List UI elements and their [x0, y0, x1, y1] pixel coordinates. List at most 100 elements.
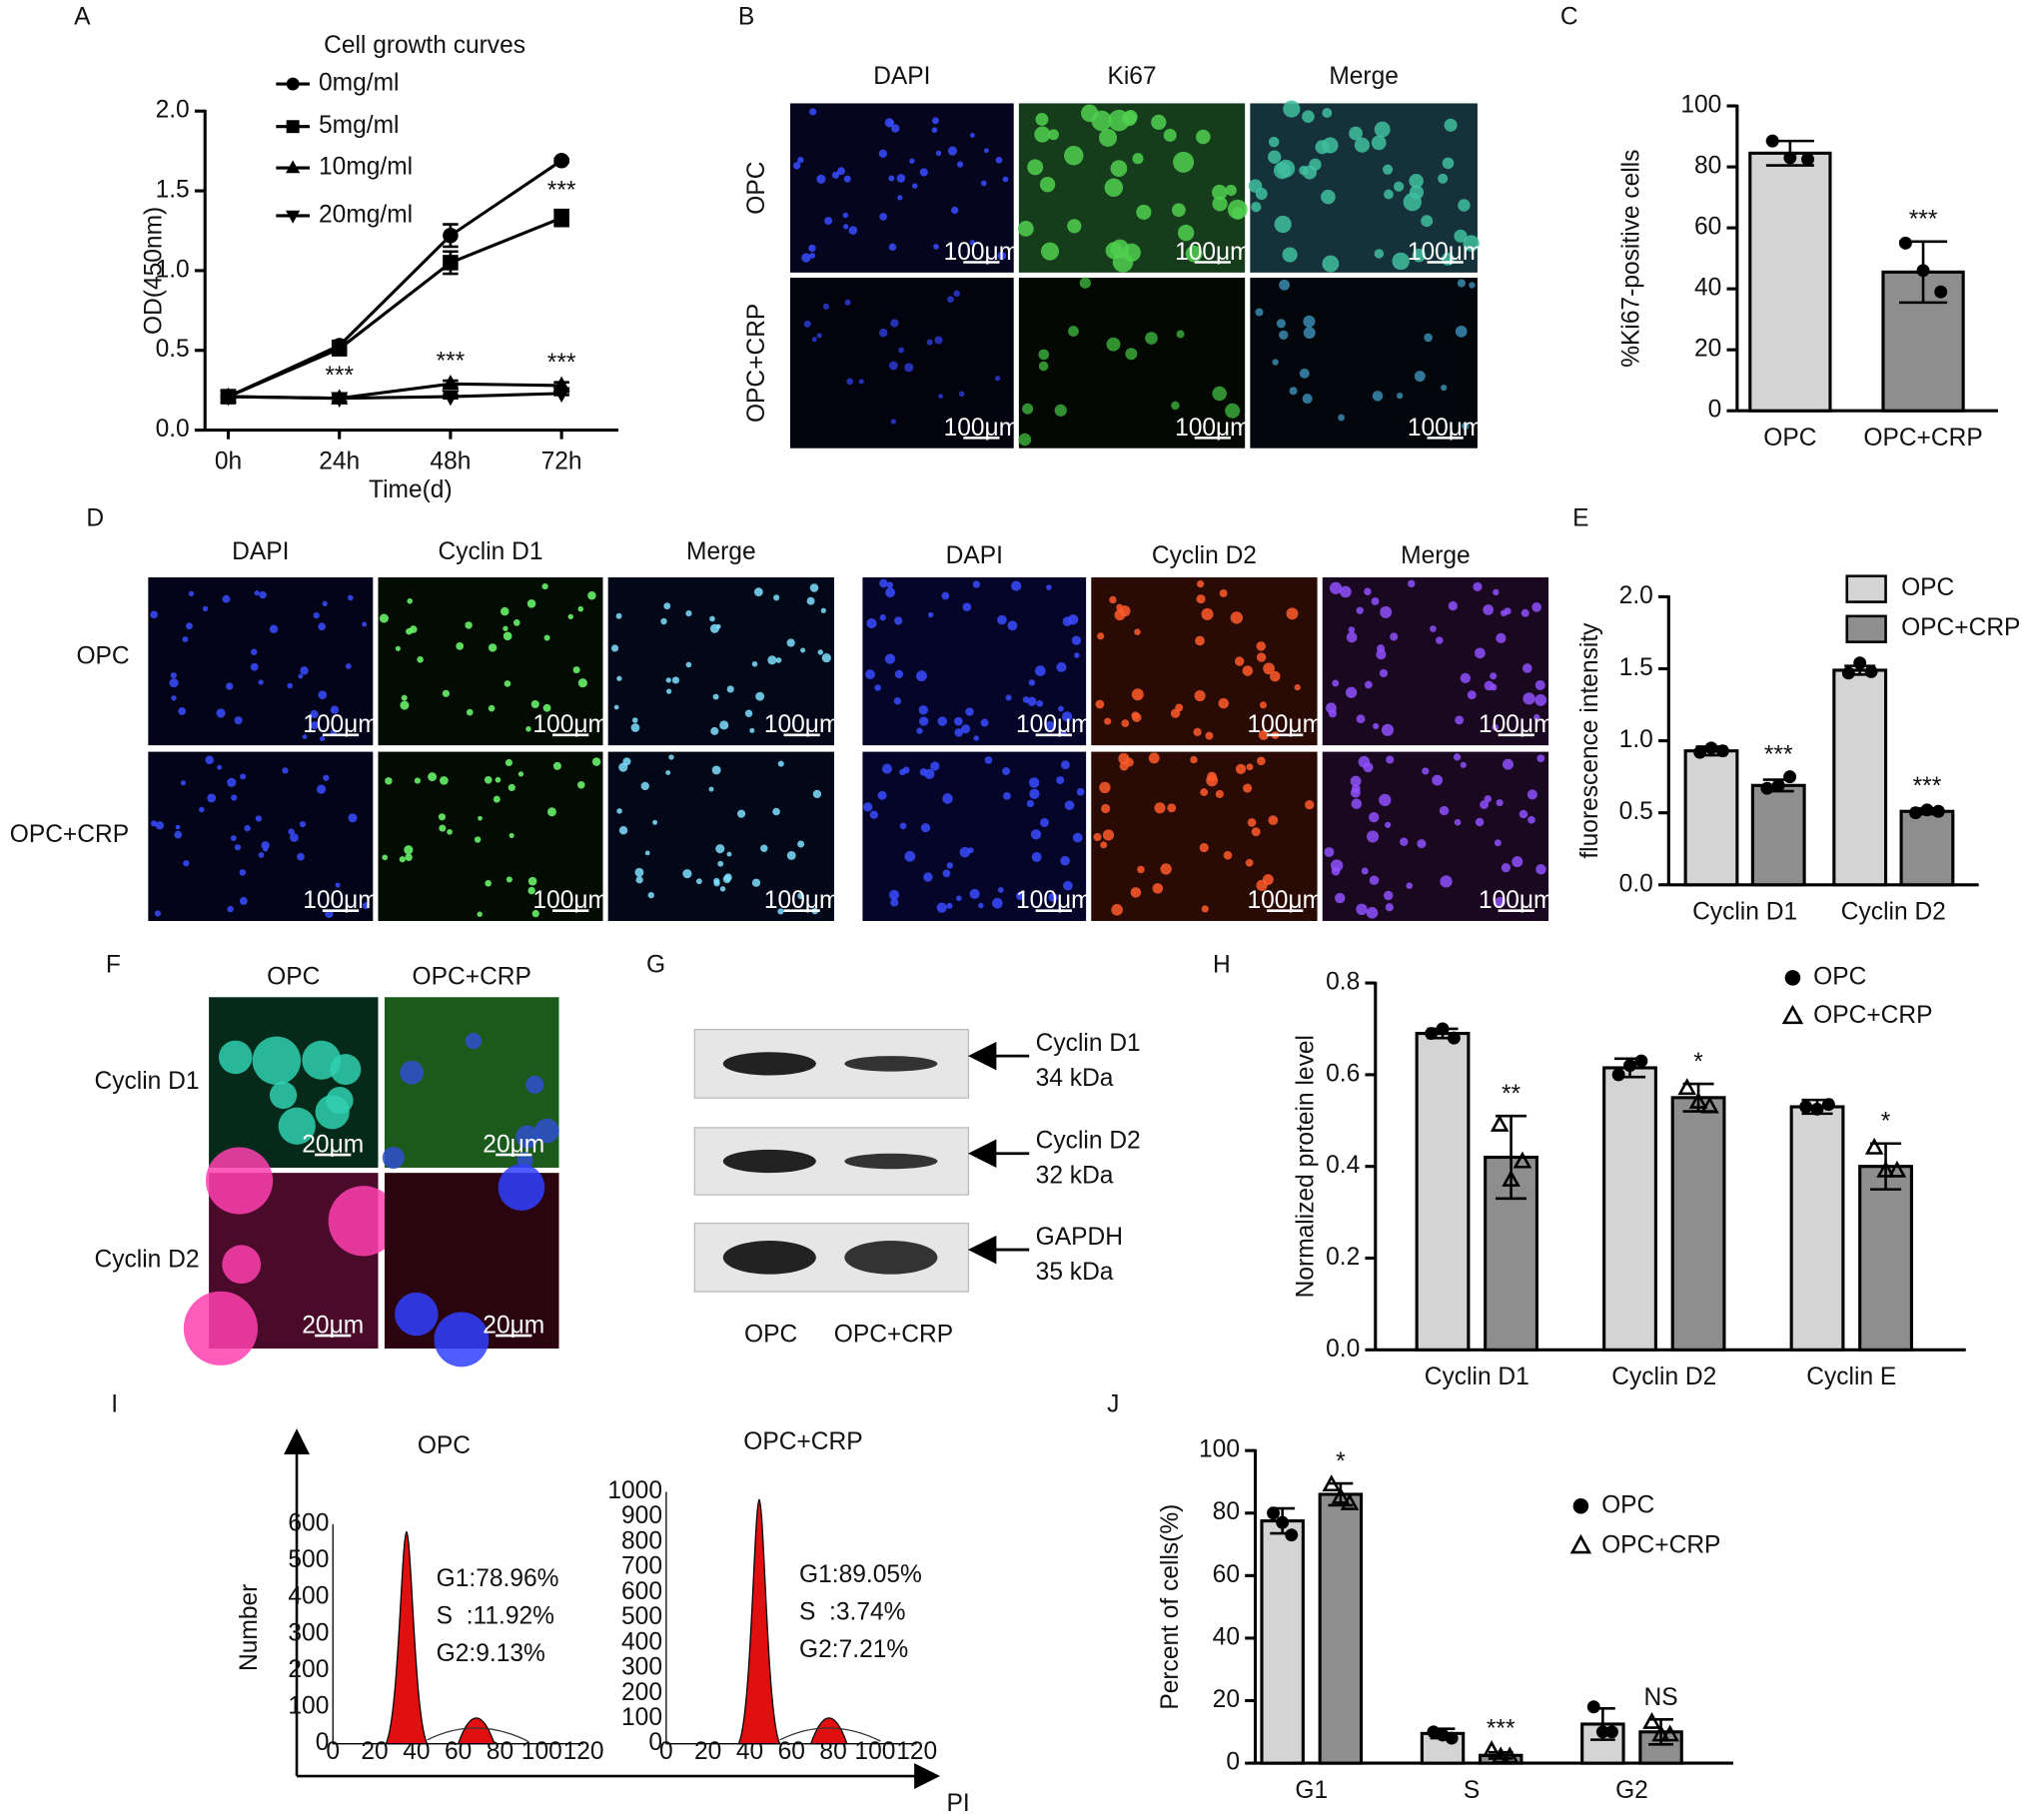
- cell: [515, 1125, 539, 1149]
- flow-x-tick: 120: [896, 1738, 937, 1765]
- cell: [1480, 800, 1490, 809]
- y-tick-label: 0.6: [1326, 1060, 1360, 1087]
- cell: [959, 846, 971, 858]
- cell: [984, 756, 993, 764]
- cell: [726, 685, 734, 693]
- cell: [1408, 579, 1416, 588]
- cell: [1421, 215, 1434, 228]
- panel-letter: F: [106, 952, 121, 979]
- cell: [927, 611, 934, 618]
- cell: [1173, 151, 1195, 173]
- cell: [918, 716, 929, 726]
- cell: [1383, 164, 1394, 175]
- cell: [525, 1075, 544, 1094]
- cell: [1305, 799, 1315, 810]
- cell: [508, 832, 514, 839]
- data-point: [1482, 1740, 1502, 1758]
- cell: [1504, 607, 1512, 615]
- cell: [288, 828, 295, 835]
- cell: [1167, 803, 1177, 813]
- cell: [837, 167, 846, 176]
- cell: [1231, 207, 1245, 220]
- cell: [1409, 173, 1424, 189]
- cell: [1277, 159, 1296, 178]
- cell: [1121, 719, 1130, 727]
- cell: [1386, 755, 1395, 764]
- cell: [846, 378, 854, 386]
- bar: [1899, 809, 1955, 887]
- data-point: [1490, 1114, 1510, 1132]
- cell: [893, 697, 902, 705]
- cell: [1256, 641, 1267, 651]
- cell: [1246, 763, 1254, 771]
- significance: *: [1693, 1049, 1703, 1076]
- cell: [225, 682, 234, 690]
- cell: [1321, 189, 1336, 205]
- cell: [1496, 632, 1507, 643]
- x-tick-label: Cyclin D2: [1611, 1364, 1716, 1390]
- scale-label: 100μm: [1247, 711, 1323, 738]
- flow-x-tick: 60: [778, 1738, 805, 1765]
- y-tick-label: 20: [1694, 336, 1721, 363]
- micrograph: [1250, 278, 1478, 449]
- cell: [1104, 178, 1124, 198]
- cell: [1225, 184, 1237, 197]
- lane-label: OPC+CRP: [834, 1322, 953, 1349]
- cell: [1303, 327, 1316, 340]
- cell: [749, 727, 755, 733]
- cell: [1369, 811, 1380, 823]
- cell: [962, 602, 972, 612]
- cell: [567, 613, 573, 620]
- cell: [1286, 607, 1299, 620]
- cell: [348, 813, 358, 823]
- bar: [1858, 1165, 1913, 1352]
- flow-y-tick: 700: [621, 1553, 662, 1580]
- cell: [634, 867, 644, 877]
- cell: [316, 784, 327, 794]
- cell: [1185, 245, 1203, 263]
- cell: [1322, 108, 1333, 118]
- cell: [1205, 731, 1214, 740]
- flow-y-tick: 300: [621, 1654, 662, 1681]
- cell: [1535, 864, 1546, 875]
- cell: [1494, 839, 1502, 847]
- cell: [888, 243, 897, 252]
- data-point: [1322, 1474, 1342, 1492]
- cell: [269, 624, 279, 634]
- y-tick-label: 1.0: [156, 256, 190, 283]
- significance: ***: [547, 178, 576, 205]
- y-tick-label: 80: [1213, 1498, 1240, 1525]
- flow-stat: G2:9.13%: [437, 1640, 545, 1667]
- x-tick-label: OPC: [1763, 425, 1816, 452]
- cell: [1432, 774, 1444, 786]
- line: [228, 392, 562, 401]
- cell: [1081, 104, 1099, 123]
- cell: [767, 655, 777, 665]
- cell: [1299, 165, 1309, 176]
- cell: [1062, 616, 1073, 626]
- bar: [1789, 1105, 1845, 1352]
- data-point: [1916, 264, 1930, 278]
- cell: [918, 705, 928, 715]
- cell: [1457, 279, 1466, 288]
- cell: [299, 820, 307, 828]
- cell: [1131, 688, 1144, 701]
- cell: [1422, 767, 1430, 775]
- cell: [695, 878, 702, 885]
- cell: [1242, 665, 1254, 676]
- bar: [1670, 1096, 1726, 1352]
- y-tick-label: 0.5: [156, 336, 190, 363]
- cell: [1272, 359, 1279, 366]
- cell: [207, 793, 217, 803]
- flow-y-tick: 300: [288, 1619, 329, 1646]
- data-point: [1660, 1724, 1679, 1742]
- cell: [1263, 662, 1275, 675]
- cell: [1145, 332, 1158, 345]
- cell: [1371, 135, 1387, 151]
- cell: [954, 728, 964, 737]
- scale-label: 100μm: [1175, 415, 1251, 442]
- cell: [772, 807, 780, 816]
- cell: [1251, 827, 1261, 837]
- cell: [1017, 221, 1034, 237]
- cell: [216, 708, 226, 718]
